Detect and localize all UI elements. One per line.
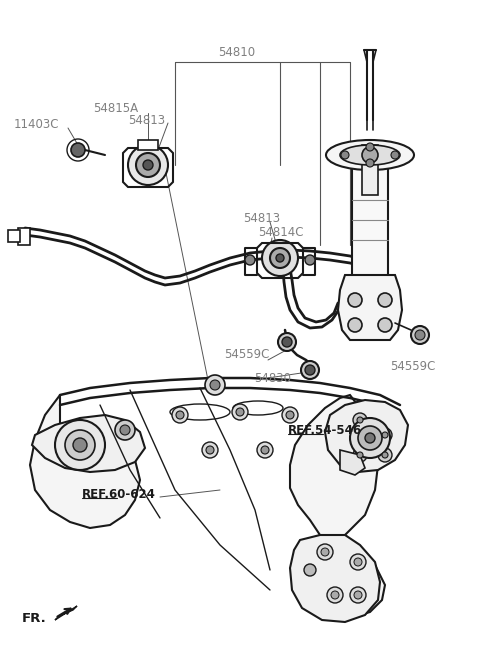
Circle shape	[262, 240, 298, 276]
Polygon shape	[340, 450, 365, 475]
Circle shape	[353, 448, 367, 462]
Circle shape	[348, 293, 362, 307]
Circle shape	[411, 326, 429, 344]
Text: 54559C: 54559C	[224, 348, 269, 361]
Circle shape	[286, 411, 294, 419]
Ellipse shape	[340, 145, 400, 165]
Circle shape	[202, 442, 218, 458]
Circle shape	[176, 411, 184, 419]
Circle shape	[341, 151, 349, 159]
Circle shape	[257, 442, 273, 458]
Circle shape	[391, 151, 399, 159]
Text: REF.54-546: REF.54-546	[288, 424, 362, 436]
Circle shape	[378, 318, 392, 332]
Circle shape	[305, 255, 315, 265]
Polygon shape	[338, 275, 402, 340]
Circle shape	[71, 143, 85, 157]
Circle shape	[143, 160, 153, 170]
Circle shape	[362, 147, 378, 163]
Text: 54814C: 54814C	[258, 226, 303, 239]
Circle shape	[327, 587, 343, 603]
Text: 54813: 54813	[128, 113, 165, 127]
Text: 54830: 54830	[254, 371, 291, 384]
Circle shape	[278, 333, 296, 351]
Ellipse shape	[326, 140, 414, 170]
Text: 54813: 54813	[243, 211, 280, 224]
Polygon shape	[138, 140, 158, 150]
Circle shape	[348, 318, 362, 332]
Text: REF.60-624: REF.60-624	[82, 487, 156, 501]
Circle shape	[120, 425, 130, 435]
Circle shape	[354, 591, 362, 599]
Circle shape	[270, 248, 290, 268]
Polygon shape	[30, 395, 140, 528]
Bar	[362, 145, 378, 195]
Circle shape	[210, 380, 220, 390]
Circle shape	[317, 544, 333, 560]
Polygon shape	[8, 230, 20, 242]
Circle shape	[282, 407, 298, 423]
Circle shape	[378, 293, 392, 307]
Circle shape	[65, 430, 95, 460]
Circle shape	[282, 337, 292, 347]
Circle shape	[357, 417, 363, 423]
Circle shape	[378, 428, 392, 442]
Circle shape	[236, 408, 244, 416]
Circle shape	[172, 407, 188, 423]
Circle shape	[365, 433, 375, 443]
Circle shape	[353, 413, 367, 427]
Circle shape	[205, 375, 225, 395]
Circle shape	[366, 159, 374, 167]
Polygon shape	[55, 606, 77, 620]
Circle shape	[366, 143, 374, 151]
Polygon shape	[32, 415, 145, 472]
Text: 11403C: 11403C	[14, 119, 60, 131]
Text: 54815A: 54815A	[93, 102, 138, 115]
Circle shape	[128, 145, 168, 185]
Circle shape	[261, 446, 269, 454]
Circle shape	[301, 361, 319, 379]
Circle shape	[350, 418, 390, 458]
Circle shape	[304, 564, 316, 576]
Bar	[352, 160, 388, 280]
Polygon shape	[18, 228, 30, 245]
Text: FR.: FR.	[22, 611, 47, 625]
Circle shape	[415, 330, 425, 340]
Circle shape	[382, 452, 388, 458]
Circle shape	[358, 426, 382, 450]
Circle shape	[206, 446, 214, 454]
Circle shape	[382, 432, 388, 438]
Circle shape	[321, 548, 329, 556]
Circle shape	[331, 591, 339, 599]
Polygon shape	[290, 535, 380, 622]
Text: 54559C: 54559C	[390, 359, 435, 373]
Circle shape	[350, 554, 366, 570]
Text: 54810: 54810	[218, 45, 255, 58]
Circle shape	[350, 587, 366, 603]
Circle shape	[115, 420, 135, 440]
Circle shape	[357, 452, 363, 458]
Circle shape	[245, 255, 255, 265]
Circle shape	[354, 558, 362, 566]
Circle shape	[232, 404, 248, 420]
Circle shape	[55, 420, 105, 470]
Circle shape	[73, 438, 87, 452]
Circle shape	[276, 254, 284, 262]
Polygon shape	[325, 400, 408, 472]
Polygon shape	[290, 395, 385, 618]
Circle shape	[378, 448, 392, 462]
Circle shape	[305, 365, 315, 375]
Circle shape	[136, 153, 160, 177]
